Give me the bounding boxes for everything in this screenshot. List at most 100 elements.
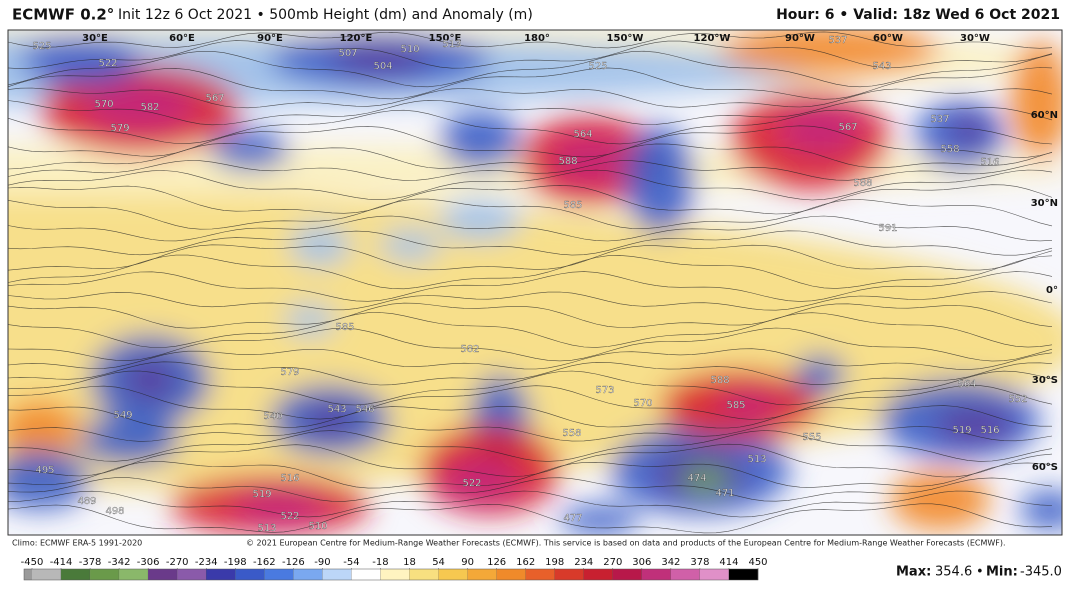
max-label: Max:: [896, 565, 931, 580]
colorbar-tick-label: 450: [748, 557, 767, 568]
contour-line: [8, 405, 1052, 429]
contour-line: [8, 142, 1053, 170]
colorbar-segment: [119, 569, 149, 580]
contour-label: 504: [373, 61, 392, 72]
stats: Max: 354.6 • Min: -345.0: [896, 565, 1062, 580]
map: 30°E 60°E 90°E 120°E 150°E 180° 150°W 120°W 90°W…: [8, 30, 1062, 535]
colorbar-tick-label: -198: [224, 557, 247, 568]
contour-label: 516: [980, 157, 999, 168]
colorbar-segment: [525, 569, 555, 580]
colorbar-tick-label: 54: [432, 557, 445, 568]
anomaly-blob: [80, 415, 180, 465]
contour-label: 570: [94, 99, 113, 110]
anomaly-blob: [890, 470, 990, 530]
contour-label: 588: [558, 156, 577, 167]
contour-label: 588: [710, 375, 729, 386]
anomaly-blob: [795, 355, 845, 395]
contour-label: 582: [460, 344, 479, 355]
anomaly-blob: [950, 115, 990, 145]
contour-label: 513: [257, 523, 276, 534]
contour-label: 543: [872, 61, 891, 72]
anomaly-blob: [440, 200, 520, 240]
min-label: Min:: [986, 565, 1018, 580]
contour-line: [8, 477, 1053, 502]
min-value: -345.0: [1020, 565, 1062, 580]
contour-label: 573: [595, 385, 614, 396]
contour-line: [8, 198, 1053, 230]
contour-line: [8, 160, 1053, 181]
model-name: ECMWF 0.2°: [12, 6, 114, 24]
latitude-label: 60°N: [1031, 110, 1058, 121]
colorbar-tick-label: -378: [79, 557, 102, 568]
colorbar-tick-label: 198: [545, 557, 564, 568]
contour-label: 582: [140, 102, 159, 113]
colorbar-tick-label: -18: [372, 557, 388, 568]
contour-label: 555: [802, 432, 821, 443]
colorbar-segment: [380, 569, 410, 580]
contour-line: [8, 348, 1053, 370]
colorbar-tick-label: -90: [314, 557, 330, 568]
anomaly-blob: [1010, 40, 1062, 160]
contour-label: 549: [113, 410, 132, 421]
anomaly-blob: [305, 405, 355, 435]
contour-line: [8, 385, 1053, 420]
colorbar-segment: [32, 569, 62, 580]
latitude-label: 0°: [1046, 285, 1058, 296]
contour-line: [8, 271, 1053, 302]
contour-label: 495: [35, 465, 54, 476]
contour-line: [8, 312, 1053, 348]
contour-line: [8, 421, 1053, 442]
contour-label: 564: [957, 379, 976, 390]
colorbar-tick-label: 18: [403, 557, 416, 568]
colorbar-segment: [235, 569, 265, 580]
colorbar-segment: [61, 569, 91, 580]
contour-line: [8, 109, 1053, 145]
longitude-label: 90°W: [785, 33, 815, 44]
credit: © 2021 European Centre for Medium-Range …: [246, 539, 1006, 548]
contour-label: 537: [930, 114, 949, 125]
colorbar-segment: [641, 569, 671, 580]
longitude-label: 120°W: [694, 33, 731, 44]
anomaly-blob: [330, 45, 430, 75]
contour-label: 513: [442, 39, 461, 50]
contour-label: 489: [77, 496, 96, 507]
contour-label: 546: [355, 404, 374, 415]
colorbar-tick-label: 378: [690, 557, 709, 568]
colorbar-tick-label: -342: [108, 557, 131, 568]
anomaly-blob: [935, 407, 1015, 443]
contour-line: [8, 291, 1053, 311]
colorbar-segment: [90, 569, 120, 580]
anomaly-blob: [1020, 490, 1062, 530]
contour-label: 585: [563, 200, 582, 211]
contour-line: [8, 87, 1053, 109]
contour-label: 474: [687, 473, 706, 484]
colorbar-segment: [264, 569, 294, 580]
contour-line: [8, 31, 1053, 49]
colorbar-tick-label: 162: [516, 557, 535, 568]
colorbar-segment: [148, 569, 178, 580]
colorbar-tick-label: 414: [719, 557, 738, 568]
contour-label: 507: [338, 48, 357, 59]
contour-label: 567: [838, 122, 857, 133]
anomaly-blob: [715, 390, 785, 420]
run-info: Init 12z 6 Oct 2021 • 500mb Height (dm) …: [118, 7, 533, 23]
separator: •: [976, 565, 984, 580]
contour-label: 522: [462, 478, 481, 489]
colorbar-segment: [293, 569, 323, 580]
colorbar-tick-label: 126: [487, 557, 506, 568]
longitude-label: 90°E: [257, 33, 283, 44]
anomaly-blob: [285, 305, 335, 335]
contour-label: 519: [952, 425, 971, 436]
contour-line: [8, 215, 1053, 242]
contour-label: 567: [205, 93, 224, 104]
colorbar-tick-label: -54: [343, 557, 359, 568]
colorbar-tick-label: 306: [632, 557, 651, 568]
contour-line: [8, 50, 1053, 88]
latitude-label: 30°N: [1031, 198, 1058, 209]
contour-line: [8, 370, 1053, 406]
contour-label: 588: [853, 178, 872, 189]
contour-label: 477: [563, 513, 582, 524]
colorbar-tick-label: 234: [574, 557, 593, 568]
